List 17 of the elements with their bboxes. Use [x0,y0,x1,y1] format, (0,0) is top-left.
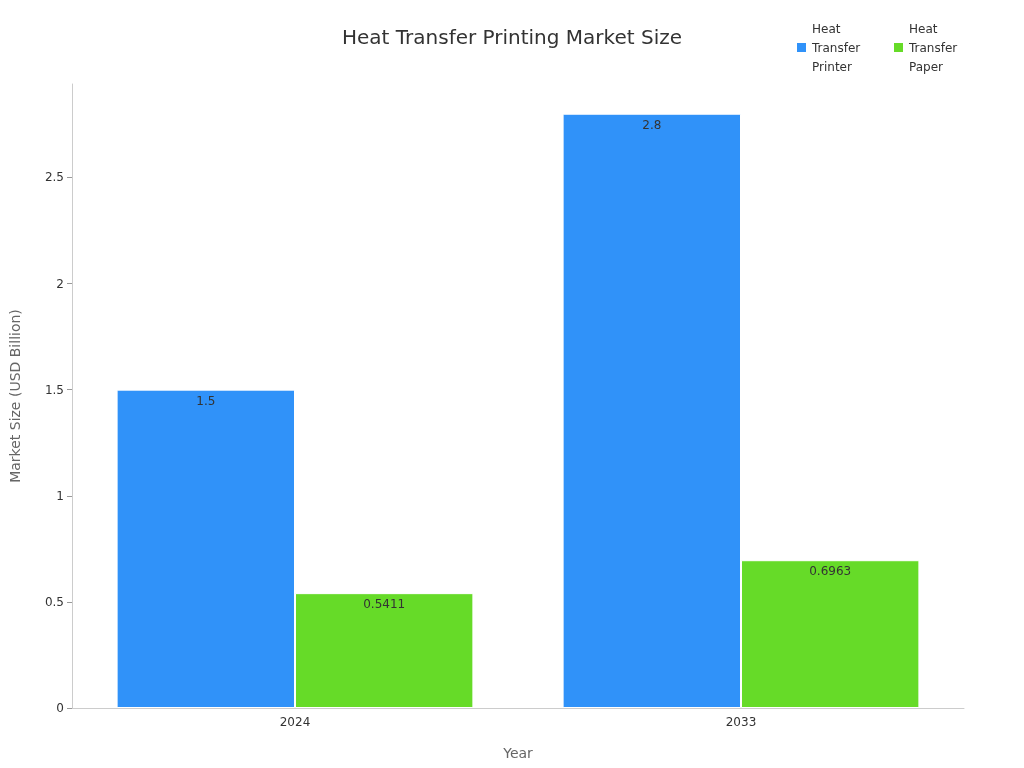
y-axis-title: Market Size (USD Billion) [7,309,23,483]
x-tick-label: 2033 [725,715,757,729]
y-tick-label: 0 [56,701,64,715]
legend-label: Heat Transfer Printer [811,21,865,74]
y-tick-label: 2.5 [44,170,64,185]
data-label: 0.5411 [363,597,406,612]
x-axis-title: Year [502,745,534,761]
x-tick-label: 2024 [279,715,311,729]
legend-label: Heat Transfer Paper [908,21,962,74]
y-tick-label: 0.5 [44,594,64,609]
y-tick-label: 1 [56,488,64,503]
data-label: 0.6963 [809,564,852,579]
y-tick-label: 1.5 [44,382,64,397]
chart-title: Heat Transfer Printing Market Size [341,25,683,49]
data-label: 1.5 [196,393,216,408]
y-tick-label: 2 [56,276,64,291]
data-label: 2.8 [642,117,662,132]
